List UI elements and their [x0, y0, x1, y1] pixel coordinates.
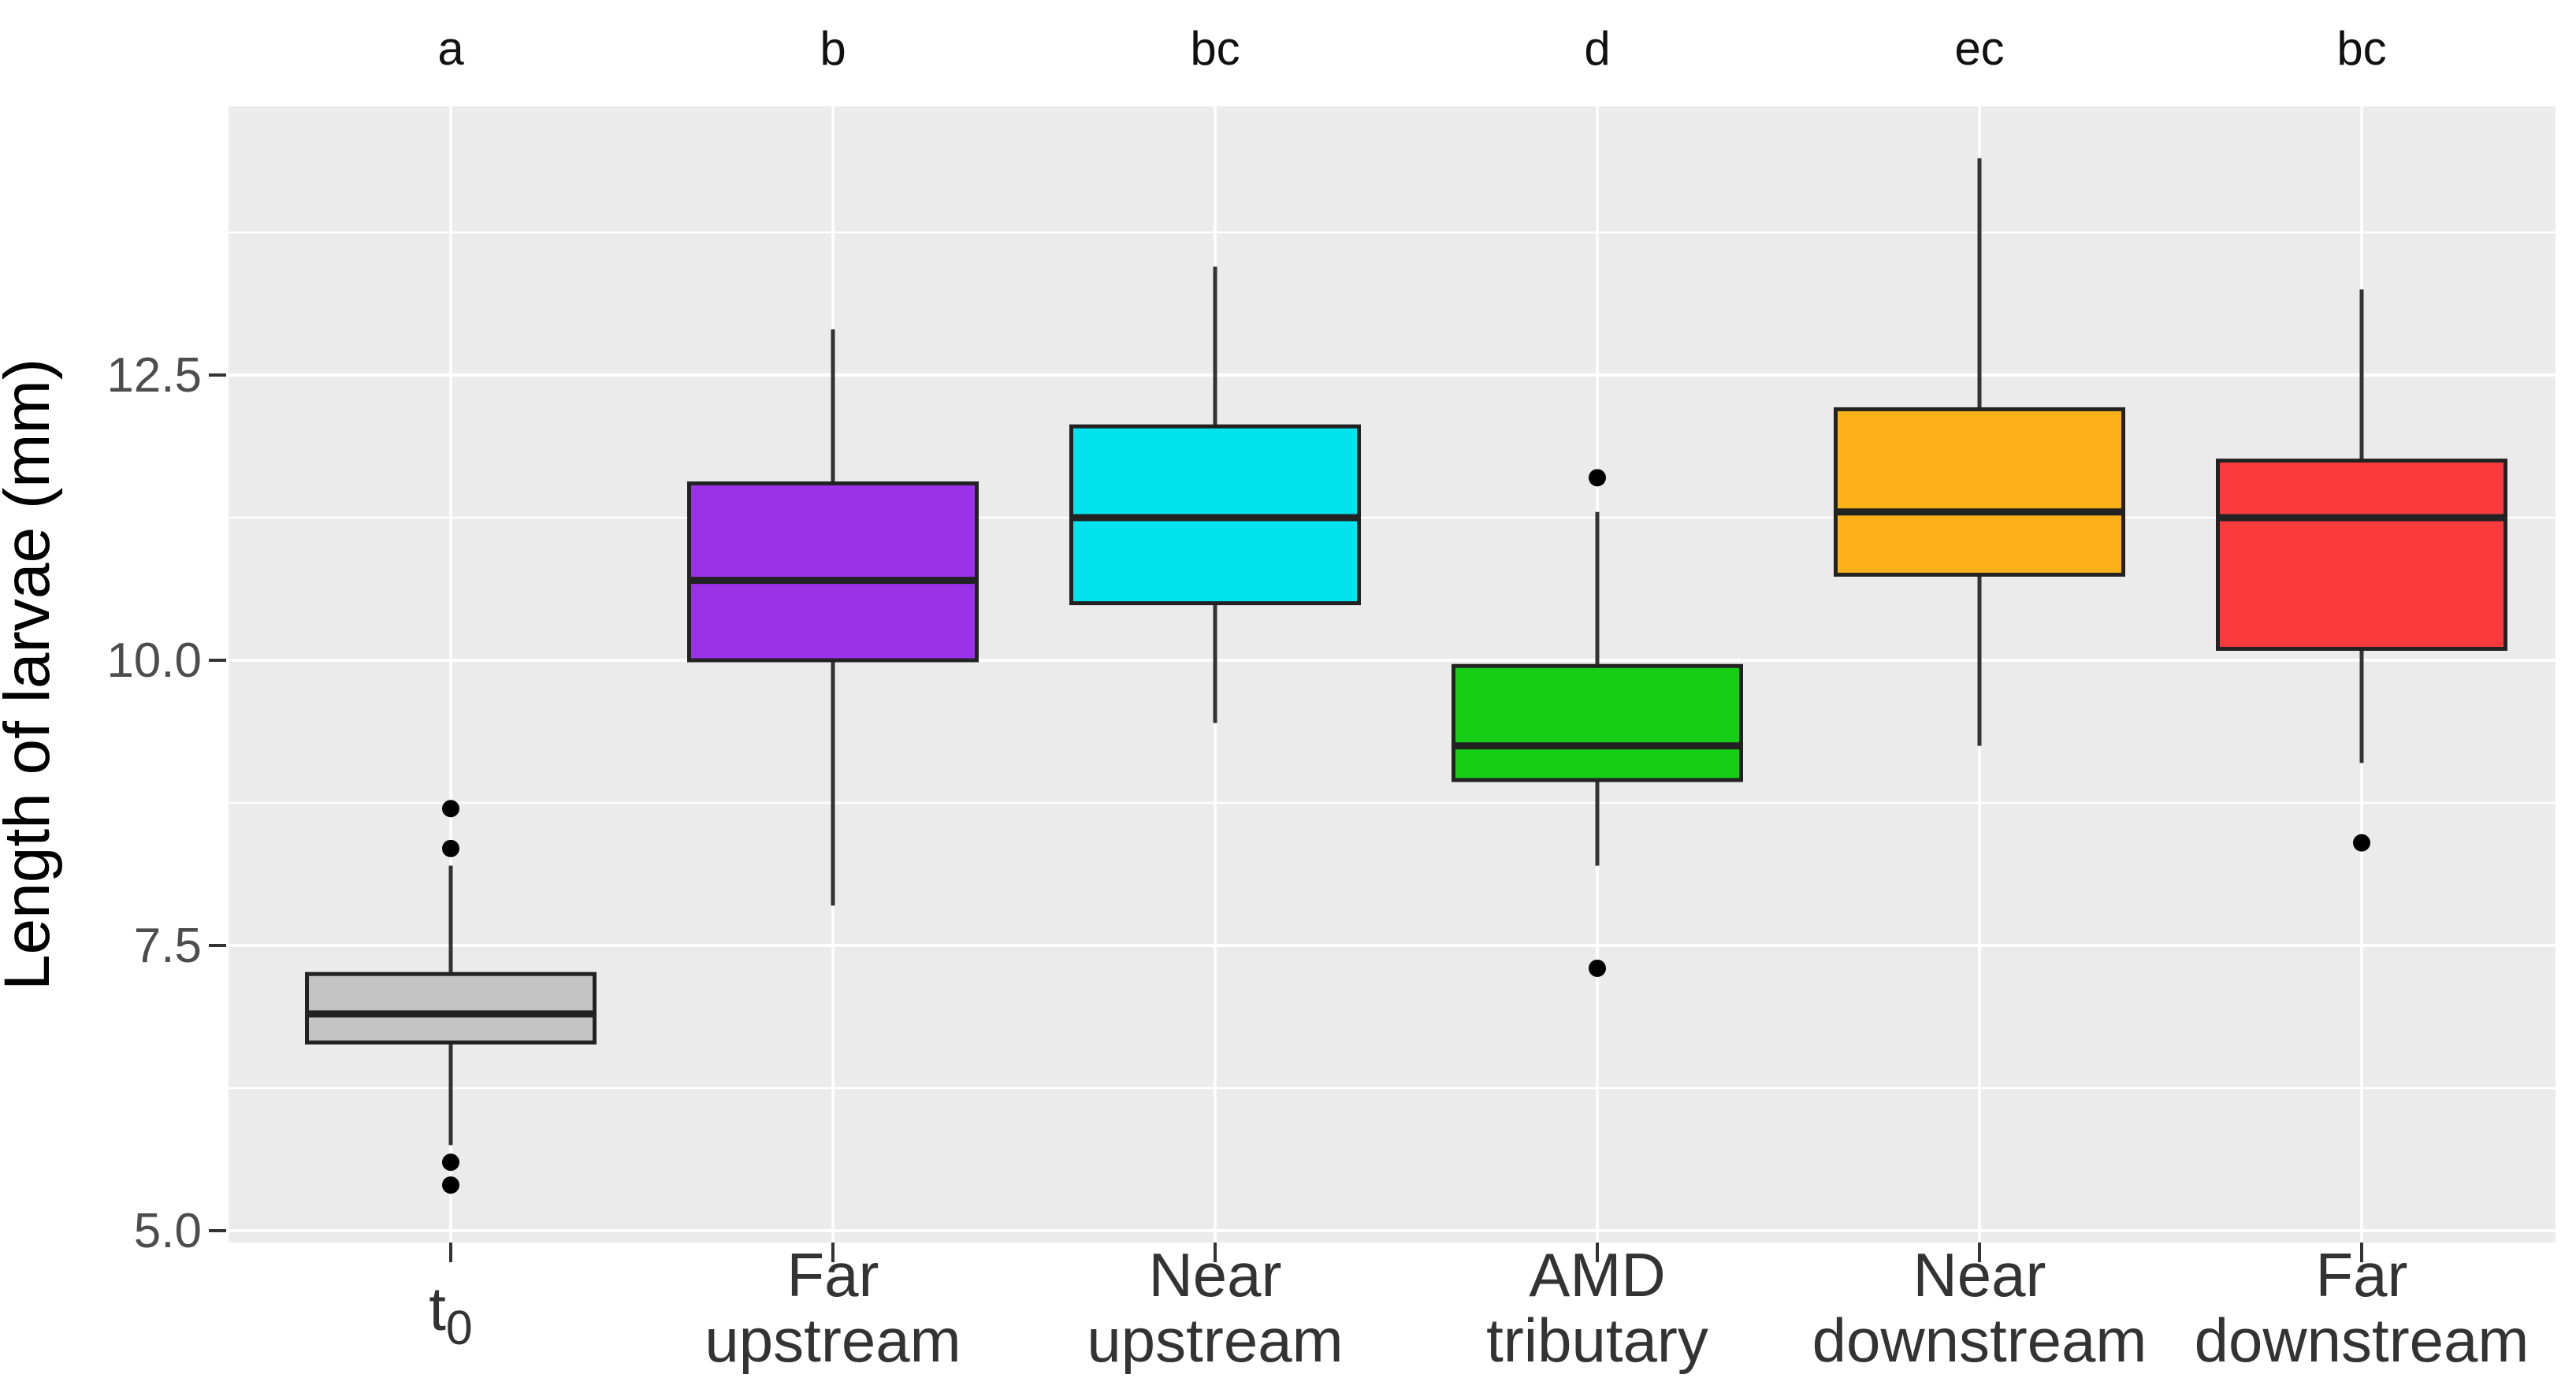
y-tick-label: 5.0: [134, 1204, 202, 1258]
plot-panel: [229, 106, 2556, 1243]
outlier-point: [442, 800, 459, 818]
outlier-point: [1589, 469, 1606, 487]
box: [1452, 663, 1743, 782]
significance-letter: bc: [1190, 22, 1240, 75]
significance-letter: d: [1584, 22, 1610, 75]
significance-letter: a: [437, 22, 464, 75]
x-category-label: Near: [1912, 1240, 2046, 1309]
significance-letters-layer: a b bc d ec bc: [437, 22, 2386, 75]
x-category-label: upstream: [1087, 1306, 1343, 1375]
outlier-point: [442, 839, 459, 857]
y-tick-label: 10.0: [106, 633, 202, 688]
significance-letter: bc: [2336, 22, 2386, 75]
box: [687, 481, 979, 663]
x-category-label: upstream: [704, 1306, 961, 1375]
y-tick-label: 12.5: [106, 348, 202, 403]
x-category-label: Near: [1148, 1240, 1281, 1309]
outlier-point: [442, 1153, 459, 1172]
x-category-label: Far: [787, 1240, 879, 1309]
box: [1834, 407, 2125, 577]
significance-letter: b: [820, 22, 846, 75]
x-category-label: Far: [2316, 1240, 2408, 1309]
x-category-label: tributary: [1486, 1306, 1708, 1375]
y-axis-title: Length of larvae (mm): [0, 358, 63, 990]
box: [305, 971, 597, 1045]
boxes-layer: [305, 158, 2507, 1194]
significance-letter: ec: [1954, 22, 2004, 75]
panel-layer: [229, 106, 2556, 1243]
y-tick-label: 7.5: [134, 919, 202, 973]
x-category-label: t0: [429, 1274, 473, 1354]
outlier-point: [1589, 959, 1606, 977]
x-category-label: downstream: [1812, 1306, 2147, 1375]
x-category-label: AMD: [1529, 1240, 1665, 1309]
x-category-label: downstream: [2195, 1306, 2530, 1375]
box: [2216, 459, 2507, 652]
outlier-point: [442, 1176, 459, 1194]
axes-layer: 5.07.510.012.5t0FarupstreamNearupstreamA…: [106, 348, 2529, 1375]
outlier-point: [2353, 834, 2370, 852]
